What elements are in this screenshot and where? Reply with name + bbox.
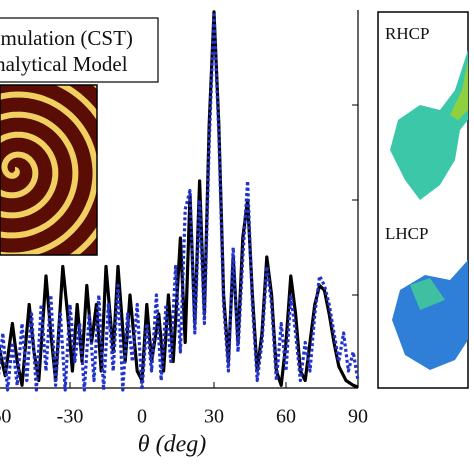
x-tick-label: -30	[57, 406, 84, 428]
legend-label: Simulation (CST)	[0, 26, 133, 50]
pattern-lhcp-lobe	[410, 278, 445, 310]
plot-area: -60 -30 0 30 60 90	[0, 10, 368, 428]
pattern-rhcp	[390, 50, 468, 200]
series-line	[0, 13, 360, 392]
x-tick-label: 30	[204, 406, 224, 428]
inset-frame	[0, 84, 98, 256]
pattern-rhcp-lobe	[450, 60, 468, 120]
x-tick-label: 0	[137, 406, 147, 428]
spiral	[0, 85, 97, 255]
panel-label: RHCP	[385, 24, 429, 43]
x-axis-label: θ (deg)	[138, 432, 206, 458]
x-tick-label: -60	[0, 406, 11, 428]
x-tick-label: 90	[348, 406, 368, 428]
legend-label: Analytical Model	[0, 52, 128, 76]
x-tick-label: 60	[276, 406, 296, 428]
legend-box	[0, 17, 159, 83]
spiral-inset	[0, 85, 97, 255]
panel-label: LHCP	[385, 224, 428, 243]
right-panel: RHCP LHCP	[377, 11, 469, 389]
inset-background	[0, 85, 97, 255]
legend: Simulation (CST) Analytical Model	[0, 17, 159, 83]
